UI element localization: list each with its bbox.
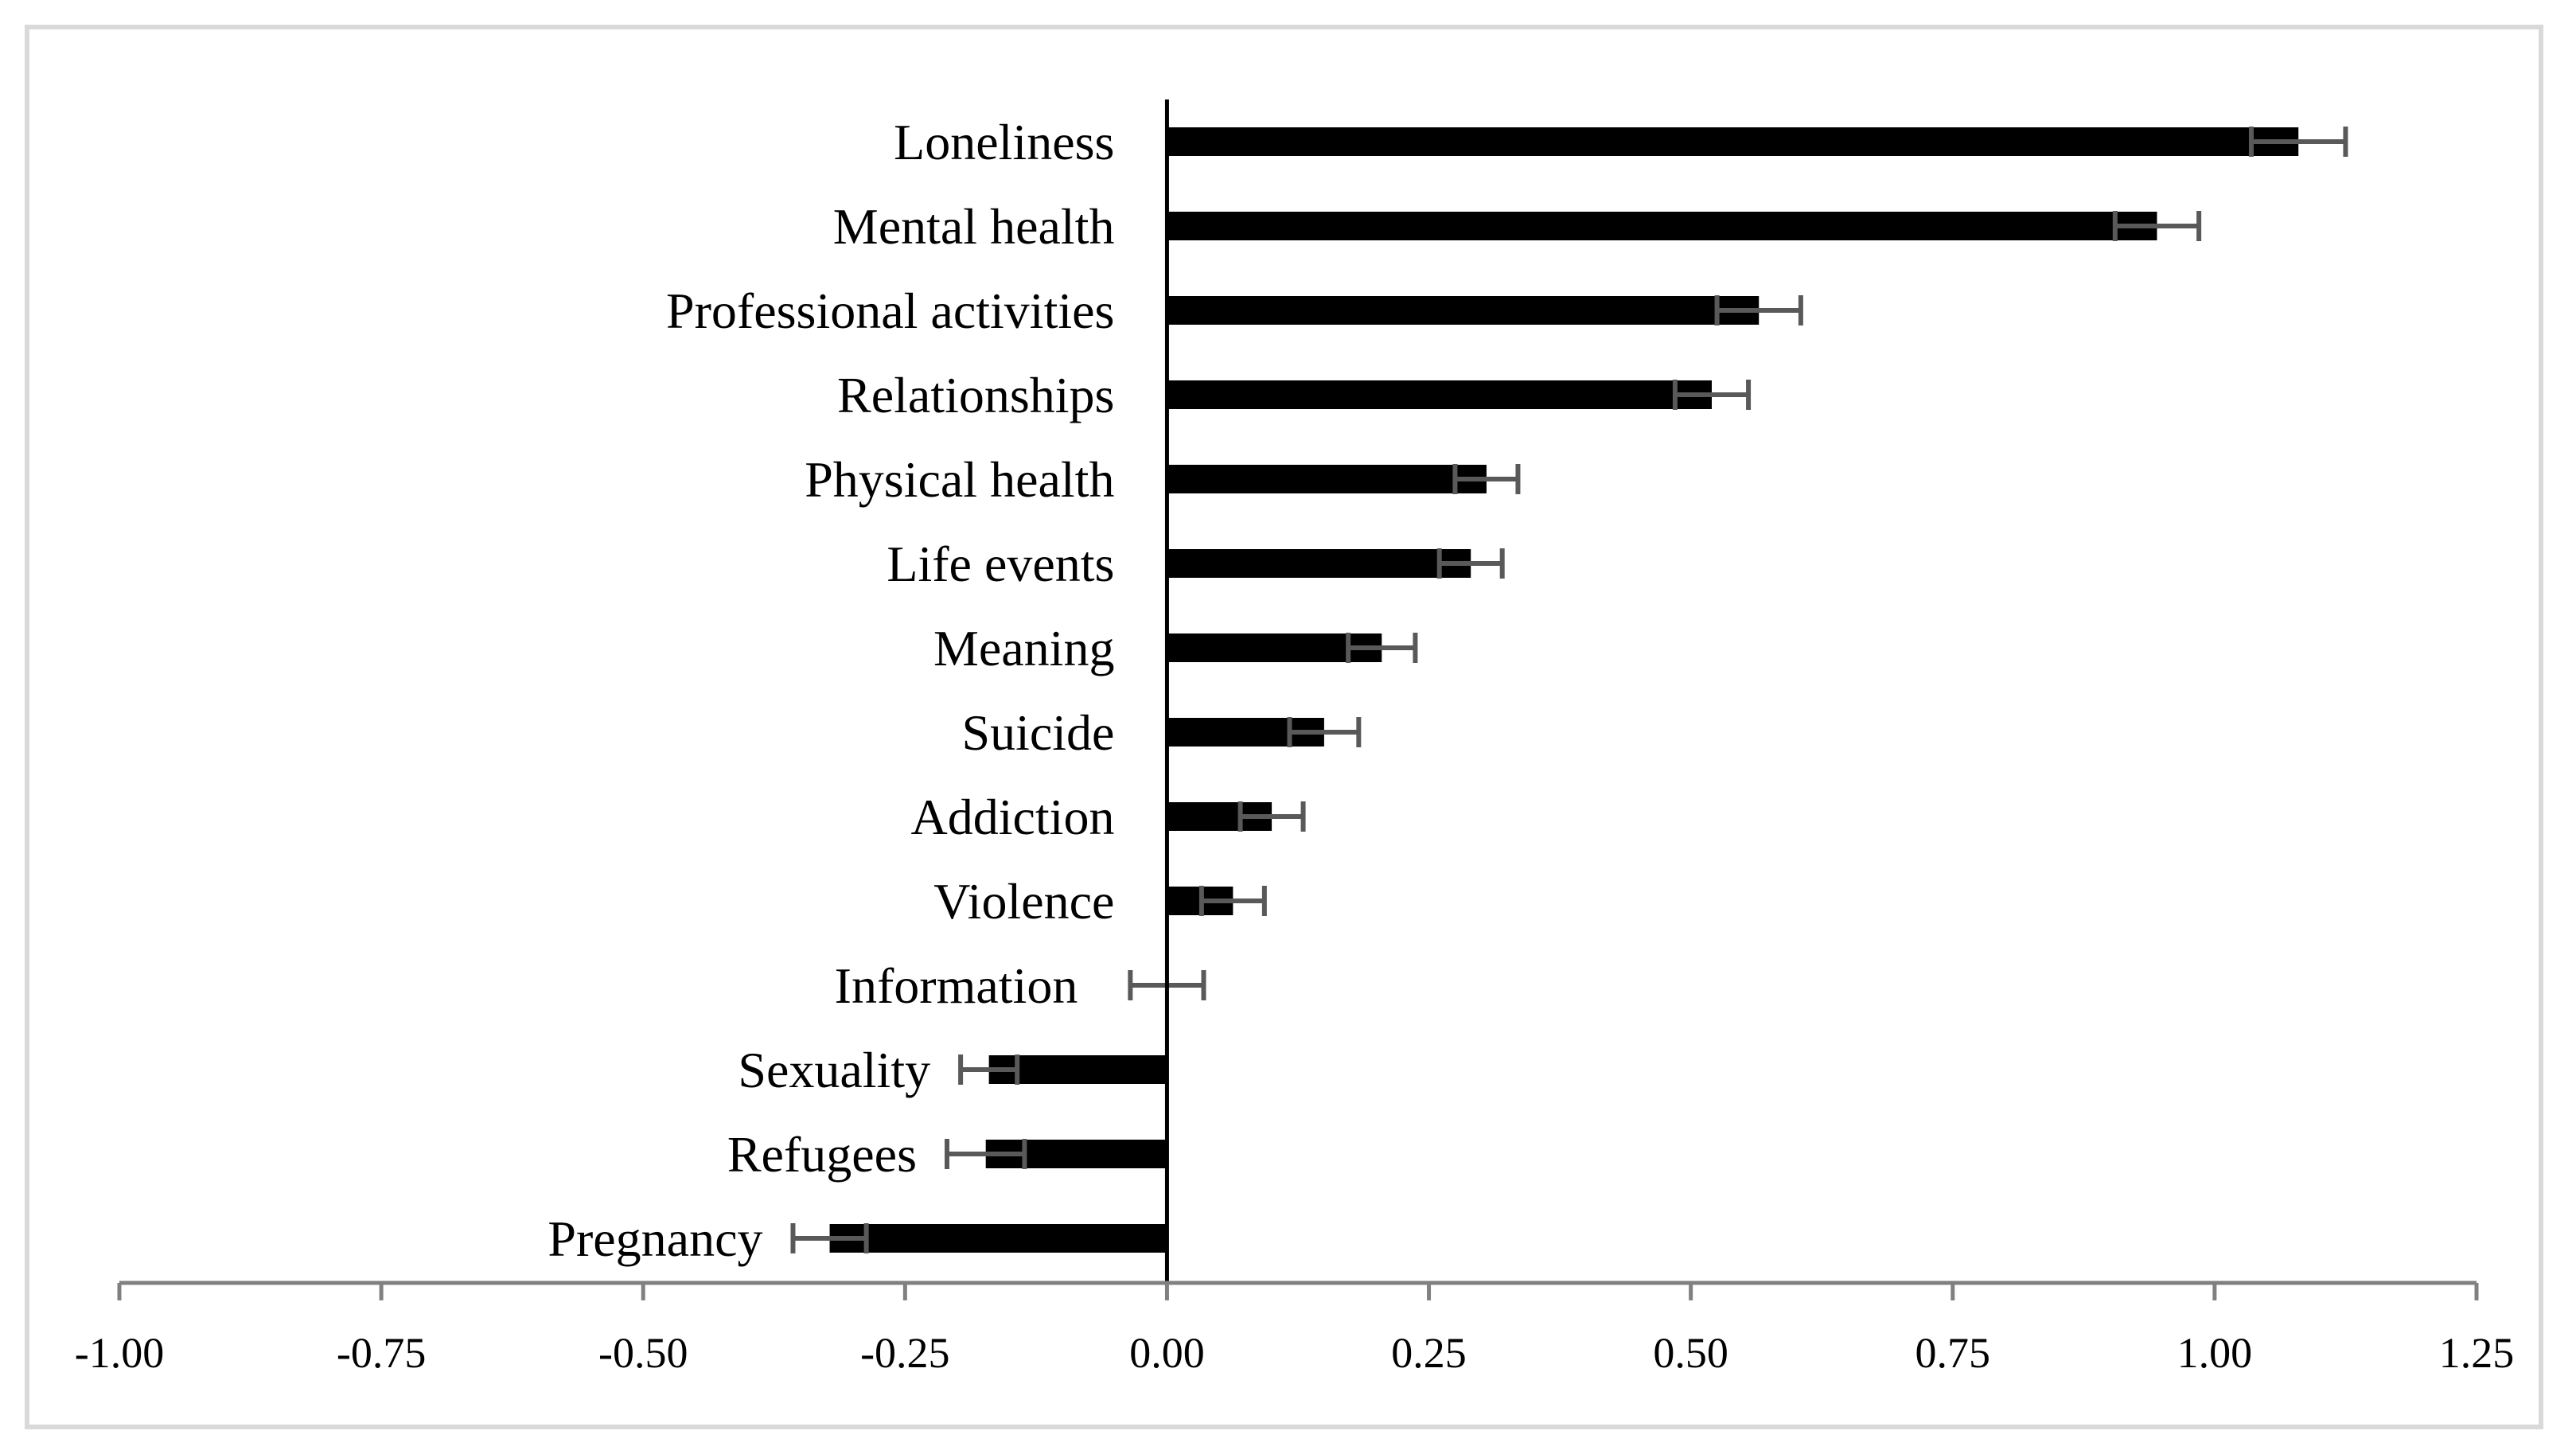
- category-label-mental-health: Mental health: [833, 198, 1115, 255]
- x-tick-label: 0.50: [1653, 1329, 1728, 1377]
- error-bar-mental-health: [2112, 211, 2202, 241]
- error-bar-suicide: [1287, 717, 1362, 747]
- error-bar-sexuality: [958, 1054, 1020, 1085]
- error-bar-pregnancy: [790, 1223, 869, 1253]
- bar-relationships: [1167, 380, 1712, 409]
- category-labels-layer: Loneliness Mental health Professional acti…: [548, 114, 1114, 1267]
- x-axis: -1.00 -0.75 -0.50 -0.25 0.00 0.25 0.50 0.75 1.00…: [75, 99, 2514, 1377]
- category-label-information: Information: [835, 957, 1078, 1014]
- error-bar-loneliness: [2248, 127, 2348, 157]
- x-tick-label: -0.25: [860, 1329, 949, 1377]
- error-bar-professional-activities: [1714, 295, 1803, 325]
- category-label-sexuality: Sexuality: [738, 1042, 930, 1098]
- x-tick-label: 0.00: [1129, 1329, 1205, 1377]
- error-bars-layer: [790, 127, 2348, 1253]
- x-tick-label: 0.25: [1391, 1329, 1467, 1377]
- x-tick-label: 1.00: [2177, 1329, 2253, 1377]
- category-label-addiction: Addiction: [910, 789, 1114, 845]
- x-tick-label: -0.50: [598, 1329, 688, 1377]
- x-tick-label: -1.00: [75, 1329, 164, 1377]
- category-label-loneliness: Loneliness: [894, 114, 1114, 170]
- bar-life-events: [1167, 549, 1471, 578]
- error-bar-addiction: [1237, 801, 1306, 832]
- category-label-relationships: Relationships: [837, 367, 1114, 423]
- x-tick-label: -0.75: [337, 1329, 426, 1377]
- category-label-suicide: Suicide: [961, 704, 1114, 761]
- x-tick-label: 1.25: [2439, 1329, 2515, 1377]
- error-bar-meaning: [1346, 633, 1418, 663]
- bar-pregnancy: [829, 1224, 1167, 1253]
- category-label-violence: Violence: [933, 873, 1114, 930]
- error-bar-physical-health: [1452, 464, 1521, 494]
- bar-loneliness: [1167, 127, 2299, 156]
- error-bar-violence: [1198, 886, 1267, 916]
- bar-professional-activities: [1167, 296, 1760, 325]
- x-tick-label: 0.75: [1915, 1329, 1991, 1377]
- category-label-life-events: Life events: [887, 536, 1114, 592]
- category-label-refugees: Refugees: [727, 1126, 917, 1183]
- error-bar-life-events: [1436, 548, 1505, 579]
- bar-physical-health: [1167, 465, 1487, 493]
- category-label-physical-health: Physical health: [805, 451, 1114, 508]
- error-bar-refugees: [944, 1139, 1027, 1169]
- bar-mental-health: [1167, 212, 2157, 240]
- error-bar-relationships: [1672, 380, 1752, 410]
- category-label-professional-activities: Professional activities: [666, 283, 1114, 339]
- category-label-pregnancy: Pregnancy: [548, 1210, 762, 1267]
- category-label-meaning: Meaning: [933, 620, 1115, 676]
